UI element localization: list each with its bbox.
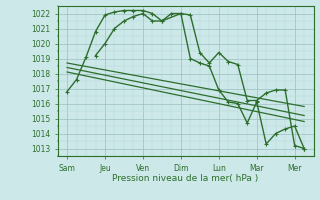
X-axis label: Pression niveau de la mer( hPa ): Pression niveau de la mer( hPa ) — [112, 174, 259, 183]
